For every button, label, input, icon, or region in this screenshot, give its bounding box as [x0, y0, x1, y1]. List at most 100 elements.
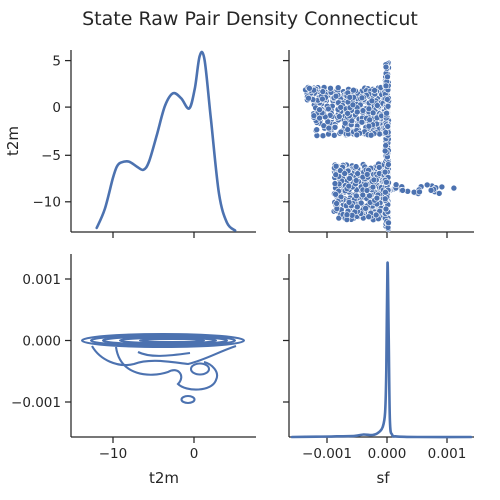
- scatter-point: [372, 211, 380, 219]
- scatter-point: [349, 101, 357, 109]
- scatter-point: [382, 142, 390, 149]
- scatter-point: [316, 114, 323, 122]
- scatter-point: [365, 105, 373, 113]
- panel-sf-vs-t2m-ytick-label: 0.000: [22, 333, 61, 349]
- t2m-x-axis-label: t2m: [149, 469, 179, 487]
- panel-sf-vs-t2m-ytick-label: 0.001: [22, 272, 61, 288]
- scatter-point: [410, 188, 418, 196]
- scatter-point: [427, 187, 435, 194]
- scatter-point: [357, 199, 365, 207]
- panel-sf-vs-t2m-xtick-label: −10: [99, 446, 128, 462]
- kde-contour-lobe: [91, 345, 237, 366]
- kde-contour-lower: [114, 346, 219, 391]
- panel-sf-vs-t2m-xtick-label: 0: [190, 446, 199, 462]
- scatter-point: [367, 131, 375, 139]
- scatter-point: [337, 128, 345, 136]
- scatter-point: [382, 129, 390, 136]
- panel-sf-kde: −0.001 0.000 0.001 sf: [283, 254, 474, 487]
- scatter-point: [319, 132, 327, 139]
- scatter-point: [362, 181, 370, 189]
- scatter-point: [337, 104, 345, 111]
- panel-sf-vs-t2m-ytick-label: −0.001: [11, 395, 61, 411]
- panel-t2m-vs-sf: [283, 50, 474, 238]
- scatter-point: [335, 113, 343, 120]
- scatter-point: [332, 171, 340, 178]
- scatter-point: [325, 124, 333, 132]
- scatter-point: [369, 183, 377, 191]
- scatter-point: [305, 94, 312, 102]
- scatter-point: [331, 180, 339, 187]
- scatter-point: [353, 192, 360, 200]
- scatter-point: [385, 219, 392, 227]
- scatter-point: [423, 181, 431, 189]
- scatter-point: [435, 190, 443, 197]
- scatter-point: [346, 94, 354, 101]
- scatter-point: [354, 170, 361, 177]
- scatter-point: [335, 214, 343, 222]
- kde-contour-level: [118, 336, 218, 345]
- scatter-point: [371, 87, 378, 94]
- scatter-point: [438, 183, 446, 191]
- panel-t2m-kde-ytick-label: 5: [52, 53, 61, 69]
- scatter-point: [399, 187, 406, 194]
- scatter-point: [381, 195, 389, 203]
- scatter-point: [384, 123, 392, 130]
- scatter-point: [353, 108, 361, 116]
- scatter-point: [384, 103, 392, 110]
- scatter-point: [344, 126, 352, 133]
- panel-sf-kde-xtick-label: 0.001: [428, 446, 467, 462]
- scatter-point: [362, 205, 369, 212]
- kde-contour-island: [180, 394, 196, 405]
- panel-sf-kde-xtick-label: 0.000: [368, 446, 407, 462]
- scatter-point: [332, 92, 340, 100]
- scatter-point: [382, 82, 390, 90]
- scatter-point: [383, 178, 390, 186]
- panel-t2m-kde-ytick-label: 0: [52, 100, 61, 116]
- scatter-point: [344, 110, 351, 117]
- scatter-point: [383, 109, 390, 117]
- panel-sf-vs-t2m: 0.001 0.000 −0.001 −10 0 t2m: [11, 254, 256, 487]
- scatter-point: [353, 203, 361, 211]
- scatter-point: [368, 97, 376, 105]
- scatter-point: [327, 85, 334, 92]
- scatter-point: [350, 86, 357, 94]
- scatter-point: [358, 118, 366, 126]
- scatter-point: [343, 211, 351, 218]
- scatter-point: [365, 122, 373, 130]
- scatter-point: [365, 213, 373, 220]
- scatter-point: [319, 95, 326, 103]
- scatter-point: [381, 147, 389, 155]
- scatter-point: [363, 171, 371, 178]
- scatter-point: [332, 191, 339, 198]
- scatter-point: [333, 200, 340, 207]
- scatter-point: [345, 199, 353, 206]
- scatter-point: [369, 109, 377, 117]
- kde-contour-lobe-inner: [137, 351, 191, 357]
- scatter-point: [376, 130, 383, 138]
- scatter-point: [325, 105, 332, 113]
- scatter-point: [382, 63, 390, 71]
- scatter-point: [375, 164, 383, 171]
- scatter-point: [345, 182, 353, 190]
- scatter-point: [359, 191, 367, 199]
- panel-t2m-kde-ytick-label: −5: [41, 148, 61, 164]
- t2m-y-axis-label: t2m: [4, 126, 22, 156]
- scatter-point: [352, 177, 360, 184]
- scatter-point: [382, 188, 389, 196]
- scatter-point: [331, 124, 339, 131]
- scatter-point: [332, 162, 340, 170]
- kde-contour-island: [189, 362, 211, 376]
- sf-x-axis-label: sf: [376, 469, 390, 487]
- scatter-point: [358, 94, 366, 102]
- scatter-point: [316, 106, 323, 113]
- kde-contour-level: [138, 337, 206, 344]
- scatter-point: [450, 184, 458, 192]
- scatter-point: [416, 188, 423, 196]
- panel-sf-kde-xtick-label: −0.001: [302, 446, 352, 462]
- scatter-point: [381, 168, 389, 176]
- scatter-point: [385, 161, 392, 168]
- panel-t2m-kde-ytick-label: −10: [33, 195, 62, 211]
- scatter-point: [346, 175, 353, 182]
- scatter-point: [341, 119, 349, 127]
- scatter-point: [319, 88, 327, 95]
